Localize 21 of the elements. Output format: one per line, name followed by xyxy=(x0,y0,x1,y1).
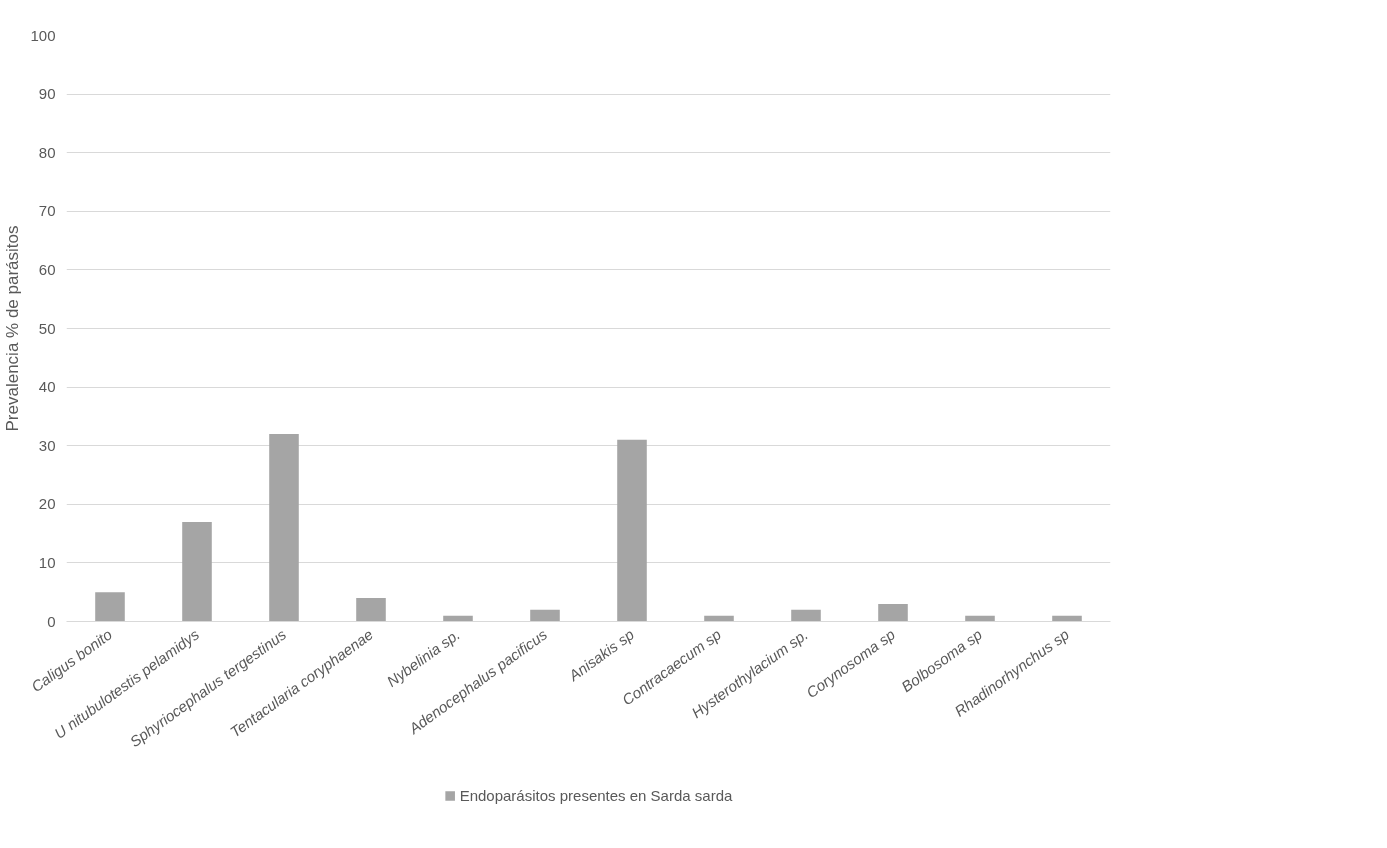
y-tick-label: 40 xyxy=(38,378,56,396)
y-tick-label: 60 xyxy=(38,260,56,278)
y-tick-label: 50 xyxy=(38,319,56,337)
y-tick-label: 100 xyxy=(30,26,56,44)
bar xyxy=(617,439,647,622)
y-tick-label: 20 xyxy=(38,495,56,513)
y-tick-label: 10 xyxy=(38,553,56,571)
bar xyxy=(530,609,560,622)
y-tick-label: 0 xyxy=(47,612,56,630)
y-tick-label: 90 xyxy=(38,85,56,103)
bar xyxy=(356,598,386,622)
y-tick-label: 30 xyxy=(38,436,56,454)
legend-label: Endoparásitos presentes en Sarda sarda xyxy=(459,786,733,804)
bar xyxy=(269,433,299,622)
y-axis-title: Prevalencia % de parásitos xyxy=(3,225,23,432)
bar xyxy=(791,609,821,622)
y-tick-label: 70 xyxy=(38,202,56,220)
y-tick-label: 80 xyxy=(38,143,56,161)
bar xyxy=(878,603,908,622)
bar xyxy=(95,592,125,622)
bar xyxy=(182,521,212,622)
